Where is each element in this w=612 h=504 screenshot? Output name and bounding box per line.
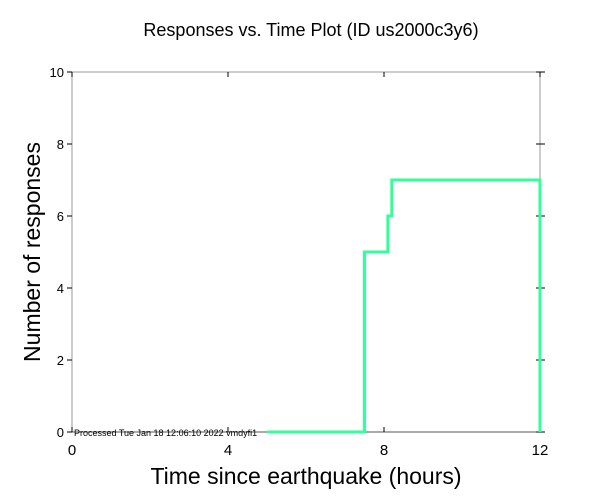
y-tick-label: 0 xyxy=(57,425,64,440)
y-tick-label: 8 xyxy=(57,137,64,152)
y-tick-label: 2 xyxy=(57,353,64,368)
x-tick-label: 12 xyxy=(532,442,549,459)
y-axis-label: Number of responses xyxy=(19,142,45,362)
y-tick-label: 4 xyxy=(57,281,64,296)
x-tick-label: 0 xyxy=(68,442,76,459)
processed-annotation: Processed Tue Jan 18 12:06:10 2022 vmdyf… xyxy=(74,428,257,438)
axes: 0 4 8 12 0 2 4 6 8 10 xyxy=(50,65,549,459)
x-tick-label: 8 xyxy=(380,442,388,459)
plot-frame xyxy=(71,71,541,433)
x-tick-label: 4 xyxy=(224,442,232,459)
series-group xyxy=(267,178,542,434)
x-axis-label: Time since earthquake (hours) xyxy=(150,463,461,489)
y-tick-label: 10 xyxy=(50,65,64,80)
chart-title: Responses vs. Time Plot (ID us2000c3y6) xyxy=(143,20,478,40)
y-tick-label: 6 xyxy=(57,209,64,224)
series-line-responses xyxy=(267,178,542,434)
